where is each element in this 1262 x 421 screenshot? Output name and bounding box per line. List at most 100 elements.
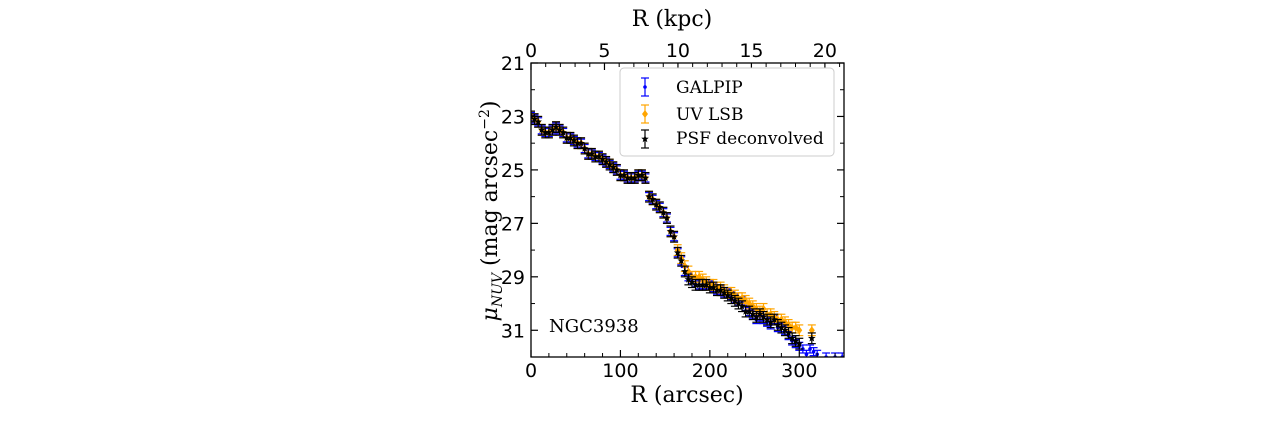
y-tick-label: 21 xyxy=(501,53,525,75)
data-point xyxy=(731,296,739,305)
data-point xyxy=(734,299,743,307)
y-axis-title-symbol: μ xyxy=(478,307,503,321)
y-axis-title-close: ) xyxy=(478,101,503,110)
data-point xyxy=(548,125,557,134)
data-point xyxy=(781,326,789,334)
data-point xyxy=(552,123,560,131)
x-tick-label: 300 xyxy=(781,360,817,382)
data-point xyxy=(641,173,650,182)
data-point xyxy=(702,280,711,289)
data-point xyxy=(537,125,546,134)
top-x-tick-label: 15 xyxy=(739,40,763,62)
data-point xyxy=(752,312,761,321)
legend-label-uv-lsb: UV LSB xyxy=(676,105,743,125)
galaxy-name-annotation: NGC3938 xyxy=(549,316,639,337)
legend-marker-symbol xyxy=(643,85,647,89)
y-tick-label: 23 xyxy=(501,106,525,128)
top-x-tick-label: 20 xyxy=(813,40,837,62)
data-point xyxy=(638,171,646,179)
y-axis-title: μNUV (mag arcsec−2) xyxy=(477,101,506,322)
data-point xyxy=(673,248,682,256)
x-tick-label: 0 xyxy=(525,360,537,382)
y-axis-title-subscript: NUV xyxy=(490,271,506,308)
data-point xyxy=(808,326,815,335)
data-point xyxy=(759,312,768,321)
data-point xyxy=(588,149,596,158)
data-point xyxy=(763,315,771,323)
data-point xyxy=(573,139,582,147)
data-point xyxy=(681,267,689,275)
data-point xyxy=(531,115,539,123)
data-point xyxy=(788,334,796,342)
y-tick-label: 29 xyxy=(501,267,525,289)
data-point xyxy=(795,339,804,347)
data-point xyxy=(748,310,757,318)
data-point xyxy=(720,288,728,297)
legend: GALPIP UV LSB PSF deconvolved xyxy=(619,67,835,157)
data-point xyxy=(541,128,550,136)
data-point xyxy=(534,117,542,126)
data-point xyxy=(774,320,782,329)
data-point xyxy=(634,171,643,179)
top-x-tick-label: 0 xyxy=(525,40,537,62)
data-point xyxy=(609,163,618,171)
data-point xyxy=(663,214,671,222)
legend-marker-uv-lsb xyxy=(641,104,649,124)
top-x-tick-label: 5 xyxy=(598,40,610,62)
data-point xyxy=(684,275,693,283)
data-point xyxy=(598,155,607,163)
data-point xyxy=(706,283,714,291)
data-point xyxy=(695,280,703,289)
data-point xyxy=(670,232,678,240)
legend-marker-galpip xyxy=(641,77,649,97)
data-point xyxy=(716,286,725,294)
y-tick-label: 31 xyxy=(501,320,525,342)
data-point xyxy=(688,278,696,286)
data-point xyxy=(602,157,610,166)
y-axis-title-exponent: −2 xyxy=(477,109,493,130)
data-point xyxy=(727,294,736,302)
data-point xyxy=(796,326,803,335)
data-point xyxy=(677,256,686,265)
data-point xyxy=(570,136,578,144)
data-point xyxy=(545,128,553,136)
data-point xyxy=(620,171,628,179)
y-tick-label: 27 xyxy=(501,213,525,235)
legend-marker-symbol xyxy=(642,110,648,118)
data-point xyxy=(566,133,575,142)
legend-box xyxy=(619,67,835,157)
data-point xyxy=(595,152,603,160)
data-point xyxy=(709,283,718,291)
data-point xyxy=(698,280,707,289)
y-axis-title-units: (mag arcsec xyxy=(478,130,503,273)
tick-layer: 0 100 200 300 0 5 10 15 20 21 23 25 27 29 31 xyxy=(501,40,844,382)
data-point xyxy=(616,171,625,179)
data-point xyxy=(756,310,764,318)
data-point xyxy=(630,173,639,182)
data-point xyxy=(591,152,600,160)
data-point xyxy=(652,200,660,208)
data-point xyxy=(645,192,653,200)
data-point xyxy=(713,286,721,294)
data-point xyxy=(791,336,800,345)
series-layer xyxy=(531,110,844,357)
top-x-axis-title: R (kpc) xyxy=(632,7,712,32)
data-point xyxy=(691,280,700,289)
legend-label-psf-deconvolved: PSF deconvolved xyxy=(676,129,824,149)
data-point xyxy=(562,133,571,142)
x-tick-label: 100 xyxy=(602,360,638,382)
data-point xyxy=(627,173,635,182)
series-psf-deconvolved xyxy=(531,110,816,350)
legend-marker-symbol xyxy=(641,135,649,143)
data-point xyxy=(766,318,775,326)
data-point xyxy=(723,291,732,299)
y-tick-label: 25 xyxy=(501,160,525,182)
x-axis-title: R (arcsec) xyxy=(630,383,743,408)
data-point xyxy=(777,323,786,331)
data-point xyxy=(584,149,593,158)
data-point xyxy=(741,307,750,315)
data-point xyxy=(555,125,564,134)
legend-marker-psf-deconvolved xyxy=(641,129,649,149)
top-x-tick-label: 10 xyxy=(666,40,690,62)
